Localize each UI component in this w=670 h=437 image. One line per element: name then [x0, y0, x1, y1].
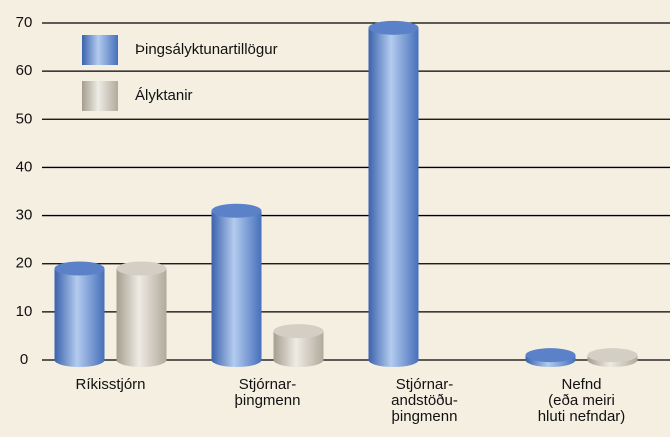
bar	[368, 27, 419, 361]
bar-top	[211, 203, 262, 218]
bar	[116, 268, 167, 360]
bar-top	[54, 261, 105, 276]
y-tick-label: 70	[16, 14, 33, 31]
legend-swatch	[82, 35, 118, 65]
y-tick-label: 40	[16, 158, 33, 175]
x-tick-label: Stjórnar-	[239, 376, 297, 393]
bar-top	[587, 348, 638, 363]
legend-label: Þingsályktunartillögur	[135, 41, 278, 58]
bar-top	[368, 20, 419, 35]
bar-top	[116, 261, 167, 276]
y-tick-label: 0	[20, 351, 28, 368]
bar-top	[273, 324, 324, 339]
legend-label: Ályktanir	[135, 87, 193, 104]
x-tick-label: þingmenn	[392, 408, 458, 425]
y-tick-label: 50	[16, 110, 33, 127]
x-tick-label: andstöðu-	[391, 392, 458, 409]
y-tick-label: 30	[16, 207, 33, 224]
bar-top	[525, 348, 576, 363]
x-tick-label: þingmenn	[235, 392, 301, 409]
x-tick-label: (eða meiri	[548, 392, 615, 409]
x-tick-label: hluti nefndar)	[538, 408, 626, 425]
y-tick-label: 60	[16, 62, 33, 79]
y-tick-label: 20	[16, 255, 33, 272]
legend-swatch	[82, 81, 118, 111]
bar	[211, 210, 262, 360]
bar	[54, 268, 105, 360]
x-tick-label: Nefnd	[561, 376, 601, 393]
x-tick-label: Ríkisstjórn	[75, 376, 145, 393]
x-tick-label: Stjórnar-	[396, 376, 454, 393]
y-tick-label: 10	[16, 303, 33, 320]
